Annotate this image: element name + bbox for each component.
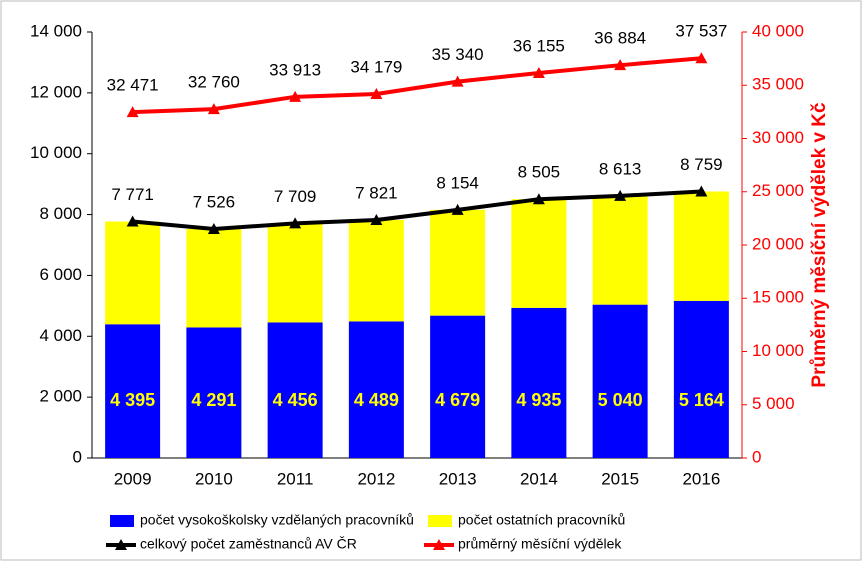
line-value-label: 36 884: [594, 29, 646, 48]
legend-marker: [433, 539, 445, 550]
y2-tick-label: 30 000: [752, 128, 804, 147]
line-value-label: 35 340: [432, 45, 484, 64]
line: [132, 56, 702, 115]
y2-tick-label: 5 000: [752, 394, 795, 413]
y2-tick-label: 25 000: [752, 181, 804, 200]
bar: [430, 209, 486, 316]
bar: [511, 199, 567, 308]
y-tick-label: 12 000: [30, 82, 82, 101]
line-marker: [207, 222, 220, 234]
x-tick-label: 2010: [195, 469, 233, 488]
y2-tick-label: 35 000: [752, 75, 804, 94]
bar-value-label: 4 935: [516, 390, 561, 410]
line-value-label: 7 526: [193, 192, 236, 211]
y-tick-label: 4 000: [39, 326, 82, 345]
line-value-label: 8 613: [599, 159, 642, 178]
legend-label: průměrný měsíční výdělek: [458, 536, 622, 552]
line-marker: [126, 215, 139, 227]
legend-label: počet ostatních pracovníků: [458, 512, 625, 528]
bar: [430, 315, 486, 458]
bar: [592, 195, 648, 305]
bar-value-label: 4 456: [273, 390, 318, 410]
x-tick-label: 2014: [520, 469, 558, 488]
line-value-label: 37 537: [675, 22, 727, 41]
line-marker: [370, 214, 383, 226]
bar: [105, 324, 161, 458]
line-value-label: 8 154: [436, 173, 479, 192]
bar: [186, 327, 242, 458]
line-marker: [695, 52, 708, 64]
line-marker: [695, 185, 708, 197]
bar: [267, 322, 323, 458]
line-marker: [370, 87, 383, 99]
bar: [511, 307, 567, 458]
bar-value-label: 4 395: [110, 390, 155, 410]
line-marker: [451, 203, 464, 215]
y-tick-label: 14 000: [30, 21, 82, 40]
line-value-label: 8 759: [680, 155, 723, 174]
y-tick-label: 2 000: [39, 387, 82, 406]
x-tick-label: 2015: [601, 469, 639, 488]
bar-value-label: 4 489: [354, 390, 399, 410]
bar: [592, 304, 648, 458]
legend-label: počet vysokoškolsky vzdělaných pracovník…: [140, 512, 414, 528]
line-value-label: 36 155: [513, 36, 565, 55]
x-tick-label: 2016: [682, 469, 720, 488]
bar: [105, 221, 161, 325]
y2-tick-label: 0: [752, 447, 761, 466]
legend-marker: [115, 539, 127, 550]
line-marker: [289, 217, 302, 229]
line-marker: [532, 66, 545, 78]
x-tick-label: 2013: [439, 469, 477, 488]
bar: [673, 300, 729, 458]
line-value-label: 32 471: [107, 76, 159, 95]
legend-label: celkový počet zaměstnanců AV ČR: [140, 536, 357, 552]
line-value-label: 7 771: [111, 185, 154, 204]
line-marker: [614, 59, 627, 71]
line-marker: [207, 103, 220, 115]
line-marker: [614, 189, 627, 201]
x-tick-label: 2012: [357, 469, 395, 488]
line-value-label: 8 505: [518, 163, 561, 182]
line: [132, 189, 702, 232]
bar-value-label: 5 040: [598, 390, 643, 410]
legend-swatch: [110, 515, 134, 527]
line-value-label: 7 709: [274, 187, 317, 206]
line-value-label: 34 179: [350, 57, 402, 76]
bar: [267, 223, 323, 323]
y2-tick-label: 10 000: [752, 341, 804, 360]
bar-value-label: 4 679: [435, 390, 480, 410]
bar: [186, 228, 242, 328]
bar: [348, 220, 404, 322]
line-marker: [451, 75, 464, 87]
x-tick-label: 2009: [114, 469, 152, 488]
y2-axis-label: Průměrný měsíční výdělek v Kč: [809, 102, 830, 388]
line-value-label: 32 760: [188, 73, 240, 92]
bar: [673, 191, 729, 301]
y-tick-label: 6 000: [39, 265, 82, 284]
bar-value-label: 5 164: [679, 390, 724, 410]
y2-tick-label: 40 000: [752, 21, 804, 40]
line-value-label: 33 913: [269, 60, 321, 79]
x-tick-label: 2011: [277, 469, 314, 488]
bar: [348, 321, 404, 458]
legend-swatch: [428, 515, 452, 527]
line-marker: [289, 90, 302, 102]
y2-tick-label: 15 000: [752, 288, 804, 307]
y2-tick-label: 20 000: [752, 234, 804, 253]
line-marker: [532, 193, 545, 205]
y-tick-label: 8 000: [39, 204, 82, 223]
y-tick-label: 0: [73, 447, 82, 466]
line-value-label: 7 821: [355, 184, 398, 203]
bar-value-label: 4 291: [191, 390, 236, 410]
y-tick-label: 10 000: [30, 143, 82, 162]
line-marker: [126, 106, 139, 118]
